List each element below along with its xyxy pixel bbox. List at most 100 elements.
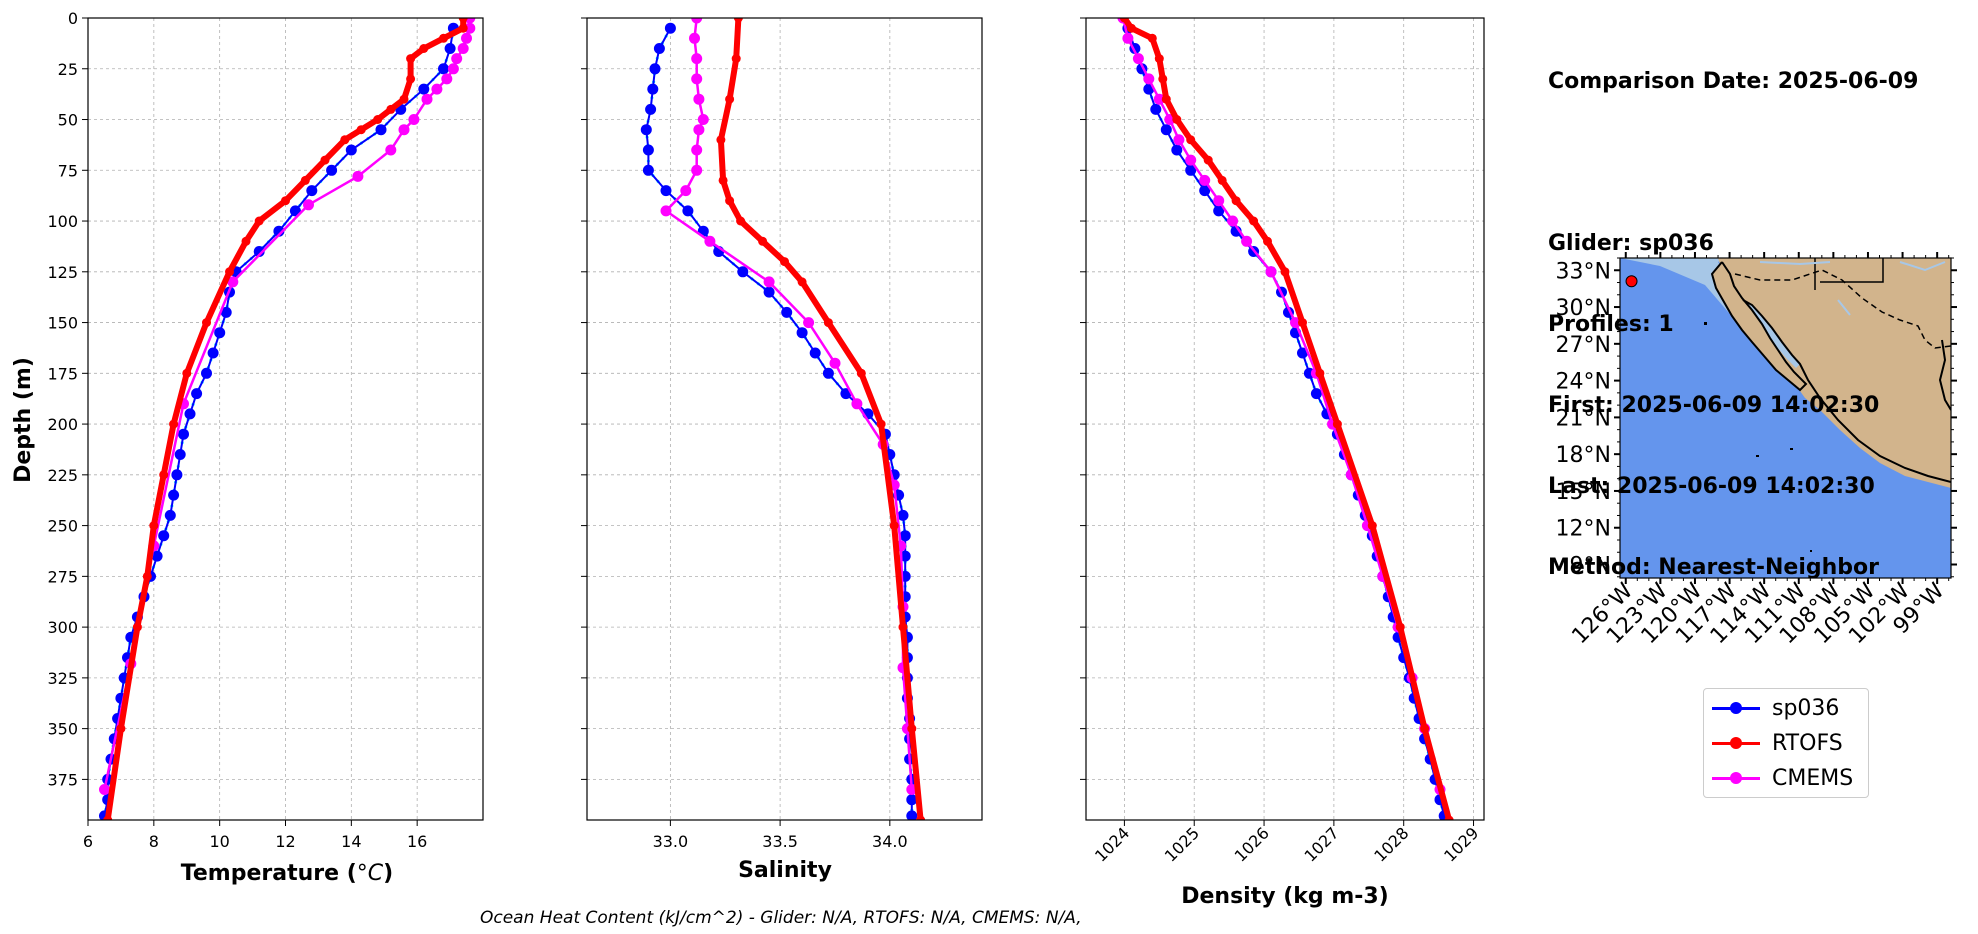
rtofs-point — [419, 44, 429, 53]
comparison-info: Comparison Date: 2025-06-09 Glider: sp03… — [1548, 14, 1918, 608]
legend-swatch-sp036 — [1712, 701, 1760, 714]
lat-label: 21°N — [1556, 406, 1611, 431]
sp036-mean-line — [644, 27, 914, 816]
map-island — [1704, 322, 1707, 325]
rtofs-point — [159, 470, 169, 480]
rtofs-point — [225, 267, 234, 277]
cmems-point — [227, 276, 239, 288]
salinity-frame — [586, 17, 983, 821]
rtofs-point — [320, 155, 330, 165]
rtofs-point — [1172, 115, 1182, 124]
density-frame — [1085, 17, 1485, 821]
sp036-point — [1171, 144, 1183, 156]
sp036-point — [763, 286, 775, 298]
sp036-point — [645, 103, 657, 115]
y-tick-label: 200 — [47, 415, 78, 434]
map-land — [1718, 258, 1951, 488]
rtofs-point — [733, 18, 743, 23]
sp036-point — [178, 428, 189, 440]
cmems-point — [829, 357, 841, 369]
cmems-point — [447, 63, 459, 75]
cmems-point — [851, 398, 863, 410]
cmems-point — [398, 124, 410, 136]
x-tick-label: 1028 — [1370, 823, 1412, 865]
cmems-point — [691, 164, 703, 176]
rtofs-point — [1315, 368, 1325, 378]
x-tick-label: 1024 — [1091, 823, 1133, 865]
rtofs-point — [731, 54, 741, 64]
rtofs-point — [202, 318, 211, 328]
density-xlabel: Density (kg m-3) — [1181, 884, 1389, 909]
sp036-point — [653, 43, 665, 54]
cmems-point — [1227, 215, 1239, 227]
map-coastline-mainland — [1742, 299, 1951, 483]
salinity-xlabel: Salinity — [738, 858, 832, 883]
lat-label: 27°N — [1556, 333, 1611, 358]
sp036-point — [253, 246, 265, 257]
rtofs-point — [149, 521, 159, 531]
cmems-line — [103, 18, 472, 790]
sp036-point — [642, 164, 654, 176]
salinity-ticks: 33.0 33.5 34.0 — [581, 17, 908, 851]
cmems-point — [457, 43, 469, 54]
sp036-point — [1213, 205, 1225, 217]
sp036-point — [1150, 103, 1162, 115]
rtofs-point — [406, 74, 416, 84]
y-tick-label: 175 — [47, 364, 78, 383]
rtofs-point — [142, 571, 152, 581]
temperature-grid — [87, 17, 483, 820]
rtofs-point — [1395, 622, 1405, 632]
cmems-point — [1213, 195, 1225, 207]
sp036-point — [444, 43, 456, 54]
temperature-axes: 6 8 10 12 14 16 0 25 50 75 100 125 150 175 200 225 250 27… — [47, 9, 484, 851]
sp036-point — [664, 22, 676, 34]
cmems-point — [451, 53, 463, 65]
sp036-point — [164, 509, 176, 521]
info-spacer — [1548, 149, 1918, 176]
rtofs-point — [736, 216, 746, 226]
sp036-line — [645, 27, 913, 816]
method: Method: Nearest-Neighbor — [1548, 555, 1879, 580]
rtofs-point — [1217, 175, 1227, 185]
cmems-point — [1199, 174, 1211, 186]
rtofs-point — [1126, 23, 1136, 33]
lat-label: 12°N — [1556, 517, 1611, 542]
cmems-point — [303, 199, 314, 211]
sp036-point — [1160, 124, 1172, 136]
map-border-east — [1938, 339, 1951, 411]
cmems-point — [693, 93, 705, 105]
rtofs-point — [132, 622, 142, 632]
cmems-point — [680, 185, 692, 197]
depth-ylabel: Depth (m) — [11, 357, 36, 483]
cmems-point — [1153, 93, 1165, 105]
map-island — [1810, 550, 1812, 552]
rtofs-point — [1231, 196, 1241, 206]
sp036-point — [647, 83, 659, 95]
sp036-point — [438, 63, 449, 75]
sp036-point — [649, 63, 661, 75]
y-tick-label: 25 — [58, 60, 78, 79]
sp036-point — [1310, 388, 1322, 400]
rtofs-point — [116, 724, 126, 734]
legend-label: CMEMS — [1772, 765, 1854, 791]
lat-label: 9°N — [1570, 554, 1611, 579]
cmems-point — [352, 170, 364, 182]
rtofs-point — [889, 521, 899, 531]
lat-label: 15°N — [1556, 480, 1611, 505]
sp036-point — [220, 306, 232, 318]
x-tick-label: 1026 — [1231, 823, 1273, 865]
x-tick-label: 34.0 — [872, 832, 908, 851]
lat-label: 18°N — [1556, 443, 1611, 468]
sp036-point — [660, 185, 672, 197]
cmems-point — [704, 235, 716, 247]
temperature-series — [99, 18, 476, 820]
rtofs-point — [1249, 216, 1259, 226]
rtofs-point — [386, 104, 396, 114]
rtofs-point — [725, 94, 735, 104]
sp036-point — [906, 810, 918, 820]
rtofs-point — [823, 318, 833, 328]
rtofs-point — [439, 33, 448, 43]
cmems-point — [385, 144, 397, 156]
rtofs-point — [1263, 236, 1272, 246]
sp036-point — [214, 327, 226, 339]
